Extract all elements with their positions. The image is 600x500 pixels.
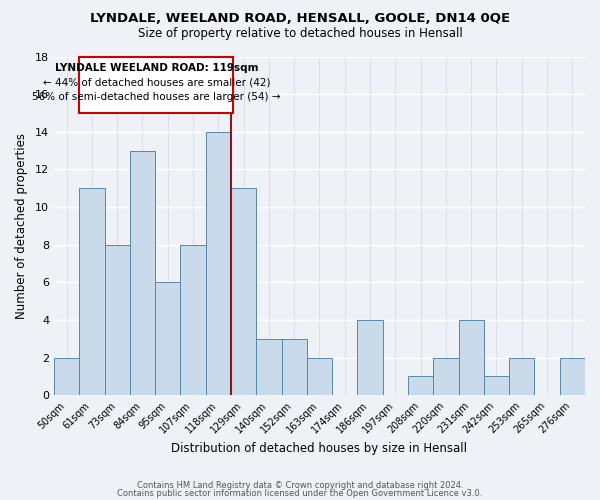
Bar: [281, 339, 307, 396]
Text: Contains public sector information licensed under the Open Government Licence v3: Contains public sector information licen…: [118, 488, 482, 498]
Bar: [104, 244, 130, 396]
Bar: [358, 320, 383, 396]
Text: LYNDALE WEELAND ROAD: 119sqm: LYNDALE WEELAND ROAD: 119sqm: [55, 63, 258, 73]
Bar: [181, 244, 206, 396]
Bar: [433, 358, 458, 396]
Bar: [79, 188, 104, 396]
FancyBboxPatch shape: [79, 56, 233, 113]
Bar: [560, 358, 585, 396]
X-axis label: Distribution of detached houses by size in Hensall: Distribution of detached houses by size …: [172, 442, 467, 455]
Bar: [484, 376, 509, 396]
Text: Size of property relative to detached houses in Hensall: Size of property relative to detached ho…: [137, 28, 463, 40]
Bar: [130, 150, 155, 396]
Text: 56% of semi-detached houses are larger (54) →: 56% of semi-detached houses are larger (…: [32, 92, 281, 102]
Bar: [206, 132, 231, 396]
Text: ← 44% of detached houses are smaller (42): ← 44% of detached houses are smaller (42…: [43, 77, 270, 87]
Bar: [509, 358, 535, 396]
Bar: [54, 358, 79, 396]
Bar: [155, 282, 181, 396]
Bar: [408, 376, 433, 396]
Bar: [458, 320, 484, 396]
Bar: [231, 188, 256, 396]
Bar: [307, 358, 332, 396]
Y-axis label: Number of detached properties: Number of detached properties: [15, 133, 28, 319]
Text: LYNDALE, WEELAND ROAD, HENSALL, GOOLE, DN14 0QE: LYNDALE, WEELAND ROAD, HENSALL, GOOLE, D…: [90, 12, 510, 26]
Bar: [256, 339, 281, 396]
Text: Contains HM Land Registry data © Crown copyright and database right 2024.: Contains HM Land Registry data © Crown c…: [137, 481, 463, 490]
